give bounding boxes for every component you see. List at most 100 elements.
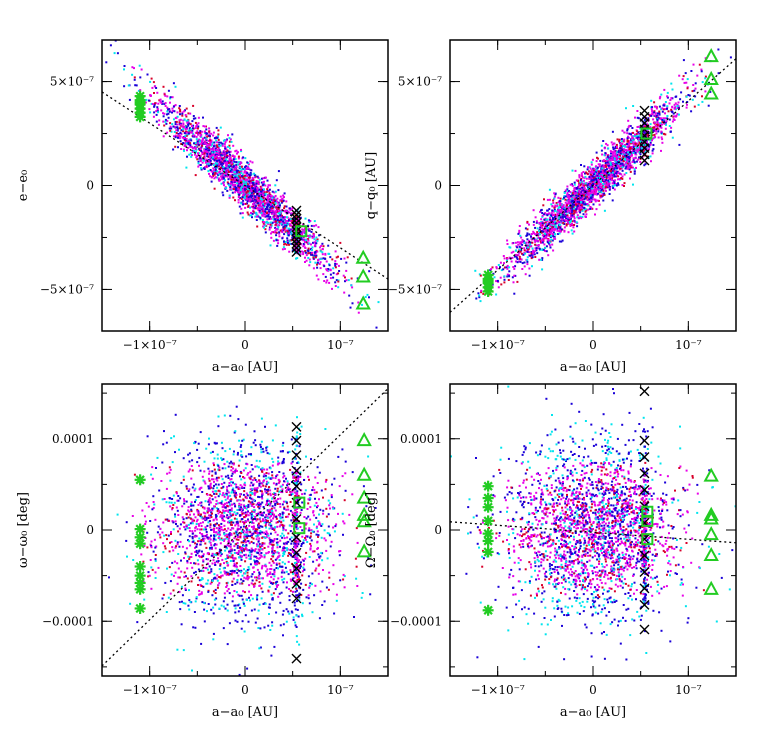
clone-point [187, 141, 190, 144]
cross-stroke [291, 209, 302, 220]
clone-point [236, 163, 239, 166]
clone-point [664, 121, 667, 124]
clone-point [229, 170, 232, 173]
clone-point [514, 241, 517, 244]
clone-point [257, 197, 260, 199]
clone-point [606, 144, 609, 147]
clone-point [203, 157, 206, 160]
clone-point [530, 252, 533, 255]
clone-point [235, 169, 238, 172]
clone-point [547, 223, 550, 226]
clone-point [230, 171, 233, 174]
clone-point [528, 274, 531, 277]
clone-point [569, 199, 572, 201]
clone-point [539, 238, 541, 241]
clone-point [167, 108, 170, 111]
clone-point [290, 218, 293, 221]
clone-point [297, 251, 299, 253]
clone-point [623, 145, 626, 148]
clone-point [541, 226, 544, 229]
clone-point [321, 248, 324, 251]
clone-point [282, 199, 285, 202]
clone-point [700, 70, 703, 73]
clone-point [187, 112, 190, 115]
clone-point [190, 131, 193, 134]
clone-point [307, 252, 310, 255]
clone-point [527, 241, 530, 244]
clone-point [277, 212, 280, 215]
clone-point [223, 184, 225, 187]
clone-point [343, 291, 346, 294]
clone-point [591, 158, 594, 161]
clone-point [271, 207, 274, 210]
clone-point [602, 185, 605, 188]
clone-point [593, 186, 595, 189]
clone-point [325, 268, 328, 271]
clone-point [661, 121, 664, 123]
clone-point [575, 179, 578, 182]
clone-point [590, 189, 593, 192]
clone-point [234, 175, 237, 178]
clone-point [356, 277, 359, 280]
clone-point [548, 230, 551, 233]
clone-point [174, 145, 177, 148]
clone-point [546, 214, 549, 217]
clone-point [226, 149, 229, 152]
clone-point [343, 257, 346, 260]
clone-point [254, 195, 257, 198]
clone-point [253, 176, 256, 179]
clone-point [519, 260, 522, 263]
clone-point [565, 213, 568, 216]
clone-point [347, 279, 350, 282]
clone-point [158, 99, 161, 102]
clone-point [546, 241, 549, 243]
clone-point [525, 241, 528, 244]
clone-point [593, 178, 596, 181]
clone-point [274, 230, 277, 233]
clone-point [243, 183, 245, 186]
clone-point [285, 226, 288, 229]
clone-point [243, 186, 246, 189]
clone-point [291, 207, 294, 210]
clone-point [564, 209, 567, 212]
clone-point [670, 108, 673, 111]
clone-point [264, 231, 267, 234]
clone-point [290, 242, 293, 245]
clone-point [550, 212, 553, 215]
clone-point [626, 140, 629, 142]
clone-point [544, 237, 547, 240]
clone-point [673, 106, 676, 109]
clone-point [284, 230, 287, 233]
clone-point [218, 149, 221, 152]
clone-point [189, 152, 192, 155]
clone-point [595, 184, 597, 186]
clone-point [243, 195, 246, 198]
clone-point [268, 192, 271, 195]
clone-point [605, 168, 608, 171]
clone-point [212, 153, 215, 156]
clone-point [516, 254, 519, 257]
clone-point [653, 135, 656, 138]
clone-point [570, 206, 573, 209]
clone-point [174, 121, 177, 123]
clone-point [474, 269, 477, 272]
clone-point [216, 163, 219, 166]
clone-point [229, 177, 232, 180]
clone-point [311, 249, 313, 251]
clone-point [148, 108, 151, 111]
clone-point [182, 130, 185, 133]
clone-point [255, 180, 258, 182]
y-axis-label: e−e₀ [16, 170, 31, 202]
clone-point [693, 105, 696, 108]
clone-point [221, 152, 224, 155]
clone-point [596, 174, 599, 177]
clone-point [601, 193, 604, 196]
clone-point [279, 229, 282, 232]
clone-point [682, 100, 684, 103]
clone-point [193, 135, 196, 138]
clone-point [210, 176, 213, 179]
clone-point [216, 172, 219, 175]
clone-point [249, 206, 251, 209]
clone-point [613, 156, 616, 159]
clone-point [311, 236, 314, 239]
